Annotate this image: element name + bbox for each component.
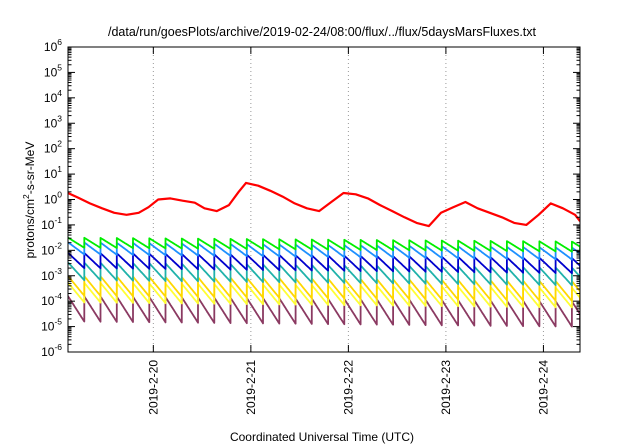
y-tick-exponent: -2 — [54, 240, 62, 250]
series-line — [68, 181, 580, 228]
chart-title: /data/run/goesPlots/archive/2019-02-24/0… — [108, 25, 537, 39]
y-tick-label: 105 — [44, 62, 62, 79]
y-axis-label: protons/cm2-s-sr-MeV — [21, 142, 37, 259]
series-line — [68, 281, 580, 309]
y-tick-label: 10-5 — [41, 317, 62, 334]
y-tick-label: 103 — [44, 113, 62, 130]
y-tick-base: 10 — [44, 142, 58, 156]
y-tick-label: 101 — [44, 164, 62, 181]
y-tick-base: 10 — [41, 294, 55, 308]
y-tick-label: 104 — [44, 88, 62, 105]
y-tick-base: 10 — [44, 116, 58, 130]
series-layer — [68, 181, 580, 328]
y-tick-base: 10 — [41, 243, 55, 257]
y-tick-label: 106 — [44, 37, 62, 54]
x-tick-label: 2019-2-21 — [244, 360, 258, 415]
y-tick-label: 10-1 — [41, 215, 62, 232]
y-tick-exponent: -3 — [54, 266, 62, 276]
y-tick-label: 10-3 — [41, 266, 62, 283]
y-tick-exponent: -5 — [54, 317, 62, 327]
y-tick-exponent: -6 — [54, 342, 62, 352]
y-tick-exponent: -1 — [54, 215, 62, 225]
y-tick-base: 10 — [44, 91, 58, 105]
y-tick-label: 10-2 — [41, 240, 62, 257]
y-axis-label-sup: 2 — [21, 194, 31, 199]
grid-layer — [152, 47, 544, 352]
y-tick-base: 10 — [44, 193, 58, 207]
x-tick-label: 2019-2-23 — [439, 360, 453, 415]
y-tick-base: 10 — [44, 65, 58, 79]
x-tick-label: 2019-2-22 — [341, 360, 355, 415]
y-tick-base: 10 — [44, 167, 58, 181]
x-axis-ticks: 2019-2-20 2019-2-21 2019-2-22 2019-2-23 2019… — [146, 47, 550, 415]
y-tick-label: 100 — [44, 190, 62, 207]
series-line — [68, 236, 580, 253]
y-tick-exponent: 5 — [57, 62, 62, 72]
y-axis-label-pre: protons/cm — [23, 199, 37, 258]
series-line — [68, 261, 580, 287]
x-axis-label: Coordinated Universal Time (UTC) — [230, 430, 414, 444]
y-tick-base: 10 — [41, 269, 55, 283]
y-tick-base: 10 — [44, 40, 58, 54]
series-line — [68, 252, 580, 275]
y-tick-exponent: 0 — [57, 190, 62, 200]
y-tick-exponent: 1 — [57, 164, 62, 174]
y-tick-label: 102 — [44, 139, 62, 156]
series-line — [68, 241, 580, 261]
y-tick-exponent: -4 — [54, 291, 62, 301]
y-tick-base: 10 — [41, 218, 55, 232]
y-tick-exponent: 2 — [57, 139, 62, 149]
x-tick-label: 2019-2-20 — [146, 360, 160, 415]
y-tick-base: 10 — [41, 320, 55, 334]
y-axis-label-post: -s-sr-MeV — [23, 142, 37, 195]
y-tick-label: 10-4 — [41, 291, 62, 308]
y-tick-base: 10 — [41, 345, 55, 359]
y-tick-exponent: 3 — [57, 113, 62, 123]
plot-frame — [67, 46, 581, 353]
y-axis-ticks: 10-610-510-410-310-210-11001011021031041… — [41, 37, 580, 359]
series-line — [68, 295, 580, 328]
y-tick-exponent: 4 — [57, 88, 62, 98]
y-tick-exponent: 6 — [57, 37, 62, 47]
x-tick-label: 2019-2-24 — [536, 360, 550, 415]
series-line — [68, 275, 580, 302]
y-tick-label: 10-6 — [41, 342, 62, 359]
